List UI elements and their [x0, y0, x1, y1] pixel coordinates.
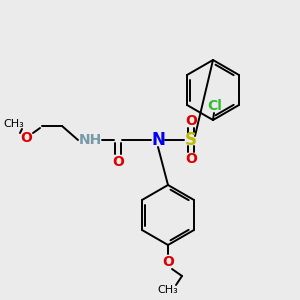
Text: O: O: [162, 255, 174, 269]
Text: CH₃: CH₃: [158, 285, 178, 295]
Text: N: N: [151, 131, 165, 149]
Text: O: O: [112, 155, 124, 169]
Text: S: S: [185, 131, 197, 149]
Text: O: O: [185, 114, 197, 128]
Text: O: O: [185, 152, 197, 166]
Text: Cl: Cl: [208, 99, 222, 113]
Text: O: O: [20, 131, 32, 145]
Text: NH: NH: [78, 133, 102, 147]
Text: CH₃: CH₃: [4, 119, 24, 129]
